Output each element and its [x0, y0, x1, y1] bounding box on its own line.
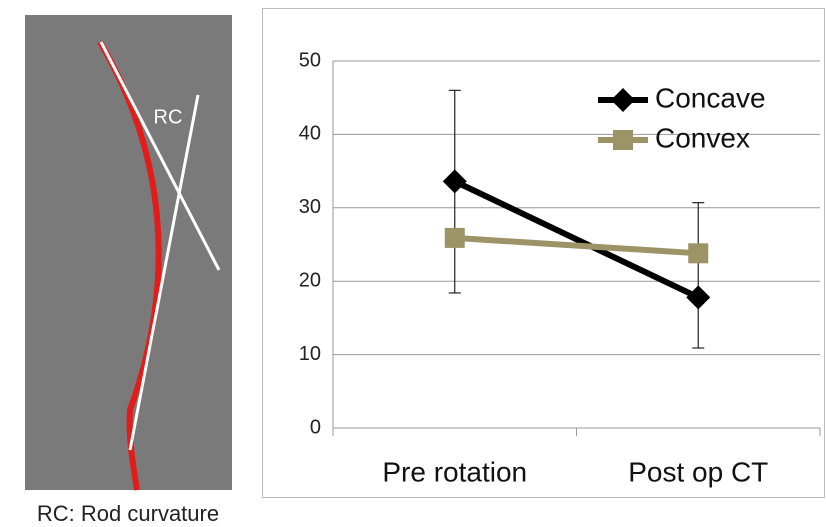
- legend-marker: [611, 88, 635, 112]
- x-tick-label: Pre rotation: [382, 456, 527, 487]
- rc-line: [99, 41, 221, 271]
- legend-label: Convex: [655, 122, 750, 153]
- series-line: [453, 178, 700, 301]
- point: [444, 227, 465, 248]
- y-tick-label: 30: [299, 196, 321, 218]
- point: [442, 169, 467, 194]
- legend-label: Concave: [655, 82, 766, 113]
- x-tick-label: Post op CT: [628, 456, 768, 487]
- point: [688, 243, 709, 264]
- y-tick-label: 40: [299, 123, 321, 145]
- rc-label: RC: [154, 106, 183, 128]
- y-tick-label: 10: [299, 343, 321, 365]
- series-line: [454, 234, 699, 257]
- y-tick-label: 0: [310, 416, 321, 438]
- chart-frame: [262, 8, 825, 498]
- rc-line: [128, 94, 200, 451]
- y-tick-label: 50: [299, 49, 321, 71]
- y-tick-label: 20: [299, 269, 321, 291]
- caption: RC: Rod curvature: [37, 501, 219, 526]
- legend-marker: [613, 130, 633, 150]
- point: [686, 285, 711, 310]
